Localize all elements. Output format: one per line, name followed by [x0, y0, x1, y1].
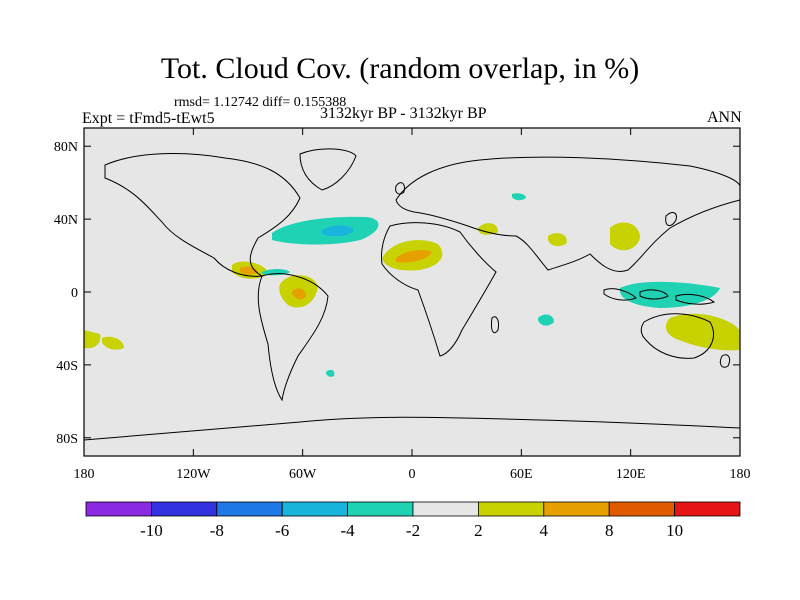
lon-tick-label: 60W — [289, 467, 317, 482]
colorbar-label: 10 — [666, 521, 683, 540]
colorbar-swatch — [477, 501, 545, 517]
lon-tick-label: 180 — [74, 467, 95, 482]
anomaly-sahara-core — [396, 250, 432, 263]
colorbar-label: -8 — [210, 521, 224, 540]
anomaly-arabian — [512, 193, 526, 201]
colorbar-swatch — [347, 501, 414, 517]
anomaly-warm-pool — [619, 281, 720, 308]
colorbar-label: 4 — [540, 521, 549, 540]
colorbar-label: -2 — [406, 521, 420, 540]
colorbar-swatch — [150, 501, 218, 517]
period-label: 3132kyr BP - 3132kyr BP — [320, 105, 487, 122]
anomaly-fields — [84, 193, 740, 377]
colorbar-label: -4 — [341, 521, 356, 540]
lat-tick-label: 80S — [56, 432, 78, 447]
lat-tick-label: 40N — [54, 213, 78, 228]
map-title: Tot. Cloud Cov. (random overlap, in %) — [160, 52, 640, 85]
anomaly-south-pacific-2 — [102, 336, 124, 350]
map-plot: 180 120W 60W 0 60E 120E 180 80N 40N 0 40S 80S — [54, 127, 751, 482]
lon-tick-label: 120E — [616, 467, 646, 482]
lon-axis: 180 120W 60W 0 60E 120E 180 — [74, 128, 751, 482]
colorbar-swatch — [281, 501, 349, 517]
anomaly-s-atlantic — [326, 369, 335, 377]
colorbar-swatch — [543, 501, 610, 517]
stats-label: rmsd= 1.12742 diff= 0.155388 — [174, 95, 347, 110]
colorbar-label: -10 — [140, 521, 163, 540]
anomaly-china — [610, 222, 640, 251]
season-label: ANN — [707, 109, 742, 126]
colorbar-swatch — [608, 501, 676, 517]
anomaly-india — [548, 233, 567, 247]
lat-tick-label: 80N — [54, 140, 78, 155]
lon-tick-label: 120W — [176, 467, 211, 482]
colorbar-label: 2 — [474, 521, 483, 540]
anomaly-indian-ocean — [538, 314, 554, 326]
coastlines — [83, 148, 741, 441]
colorbar: -10 -8 -6 -4 -2 2 4 8 10 — [85, 501, 741, 540]
colorbar-swatch — [216, 501, 283, 517]
anomaly-iran — [478, 223, 498, 235]
anomaly-atlantic-core — [322, 225, 354, 237]
anomaly-south-pacific — [84, 330, 101, 349]
lon-tick-label: 60E — [510, 467, 533, 482]
colorbar-label: -6 — [275, 521, 289, 540]
colorbar-swatch — [412, 501, 479, 517]
lat-axis: 80N 40N 0 40S 80S — [54, 140, 740, 447]
lat-tick-label: 0 — [71, 286, 78, 301]
experiment-label: Expt = tFmd5-tEwt5 — [82, 110, 215, 127]
lon-tick-label: 0 — [409, 467, 416, 482]
lat-tick-label: 40S — [56, 359, 78, 374]
anomaly-australia — [665, 313, 740, 351]
lon-tick-label: 180 — [730, 467, 751, 482]
colorbar-swatch — [85, 501, 152, 517]
colorbar-label: 8 — [605, 521, 614, 540]
colorbar-swatch — [674, 501, 741, 517]
anomaly-amazon-core — [292, 288, 306, 300]
